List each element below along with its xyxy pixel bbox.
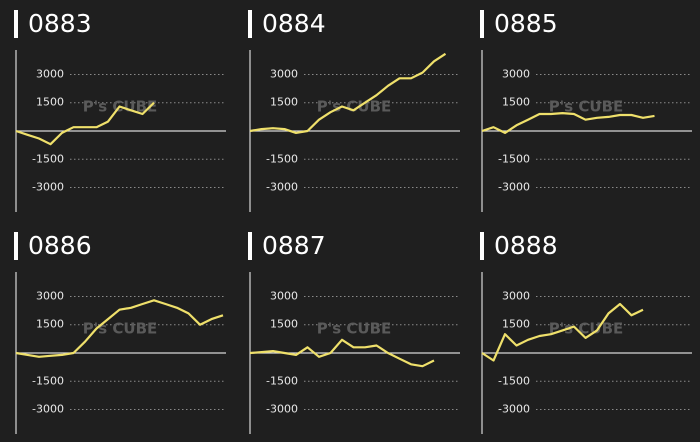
title-marker — [480, 232, 484, 260]
chart-panel: 0886 3000 1500 -1500 -3000 P's CUBE — [14, 231, 226, 434]
y-tick-label: -1500 — [266, 374, 298, 387]
y-tick-label: 3000 — [270, 289, 298, 302]
y-tick-label: 1500 — [502, 96, 530, 109]
watermark: P's CUBE — [317, 320, 392, 338]
y-tick-label: 1500 — [36, 318, 64, 331]
watermark: P's CUBE — [83, 320, 158, 338]
y-tick-label: -1500 — [32, 374, 64, 387]
chart-panel: 0887 3000 1500 -1500 -3000 P's CUBE — [248, 231, 460, 434]
chart-panel: 0888 3000 1500 -1500 -3000 P's CUBE — [480, 231, 692, 434]
y-tick-label: 1500 — [270, 318, 298, 331]
chart-title: 0887 — [262, 231, 326, 260]
y-tick-label: 3000 — [36, 289, 64, 302]
title-marker — [248, 232, 252, 260]
y-tick-label: 3000 — [270, 67, 298, 80]
title-marker — [248, 10, 252, 38]
y-tick-label: -3000 — [266, 181, 298, 194]
y-tick-label: 1500 — [502, 318, 530, 331]
data-line — [481, 302, 644, 362]
y-tick-label: -1500 — [266, 152, 298, 165]
chart-title: 0884 — [262, 9, 326, 38]
y-tick-label: -3000 — [32, 403, 64, 416]
y-tick-label: -3000 — [498, 403, 530, 416]
y-tick-label: 3000 — [36, 67, 64, 80]
title-marker — [480, 10, 484, 38]
y-tick-label: 3000 — [502, 289, 530, 302]
chart-title: 0888 — [494, 231, 558, 260]
chart-panel: 0885 3000 1500 -1500 -3000 P's CUBE — [480, 9, 692, 212]
y-tick-label: 1500 — [36, 96, 64, 109]
y-tick-label: -1500 — [32, 152, 64, 165]
y-tick-label: -3000 — [498, 181, 530, 194]
y-tick-label: -1500 — [498, 374, 530, 387]
y-tick-label: 1500 — [270, 96, 298, 109]
y-tick-label: -1500 — [498, 152, 530, 165]
watermark: P's CUBE — [549, 98, 624, 116]
title-marker — [14, 232, 18, 260]
watermark: P's CUBE — [549, 320, 624, 338]
chart-title: 0886 — [28, 231, 92, 260]
y-tick-label: 3000 — [502, 67, 530, 80]
data-line — [481, 111, 655, 134]
data-line — [15, 299, 224, 358]
y-tick-label: -3000 — [32, 181, 64, 194]
chart-title: 0883 — [28, 9, 92, 38]
y-tick-label: -3000 — [266, 403, 298, 416]
data-line — [249, 338, 435, 368]
data-line — [249, 52, 447, 134]
chart-title: 0885 — [494, 9, 558, 38]
data-line — [15, 101, 155, 146]
title-marker — [14, 10, 18, 38]
